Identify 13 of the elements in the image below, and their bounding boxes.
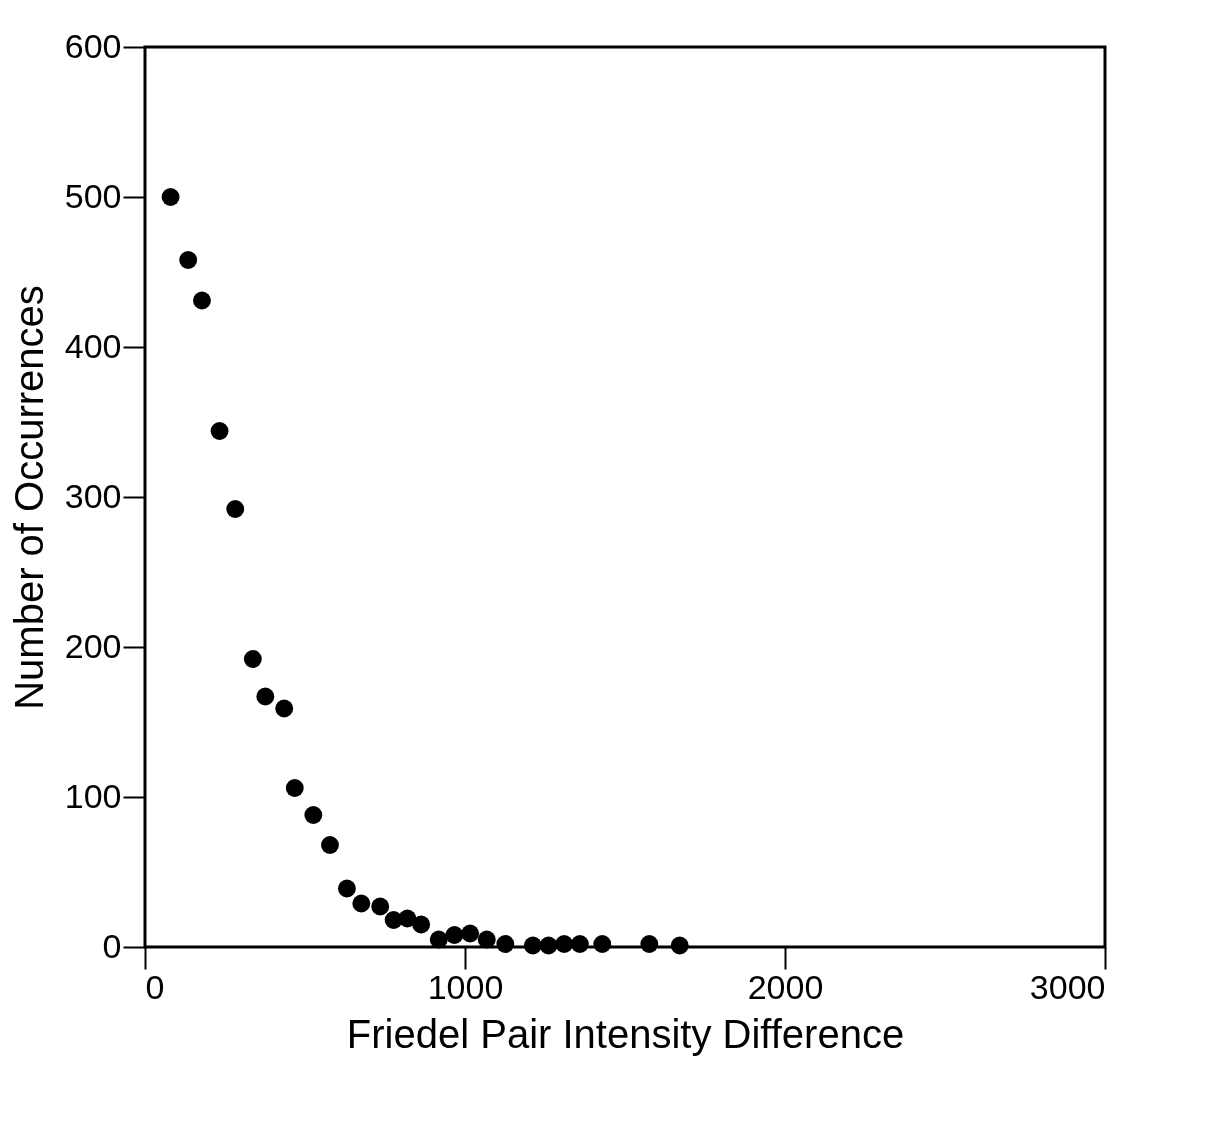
y-tick-label: 600 bbox=[64, 26, 122, 65]
y-tick-label: 500 bbox=[64, 176, 122, 215]
y-tick-label: 0 bbox=[102, 926, 122, 965]
x-axis-title: Friedel Pair Intensity Difference bbox=[346, 1011, 905, 1056]
x-tick-label: 1000 bbox=[427, 967, 504, 1006]
y-tick-label: 300 bbox=[64, 476, 122, 515]
x-tick-label: 2000 bbox=[747, 967, 824, 1006]
y-tick-label: 100 bbox=[64, 776, 122, 815]
y-tick-label: 200 bbox=[64, 626, 122, 665]
y-axis-title: Number of Occurrences bbox=[6, 285, 51, 710]
x-tick-label: 0 bbox=[145, 967, 165, 1006]
y-tick-label: 400 bbox=[64, 326, 122, 365]
x-tick-label: 3000 bbox=[1029, 967, 1106, 1006]
